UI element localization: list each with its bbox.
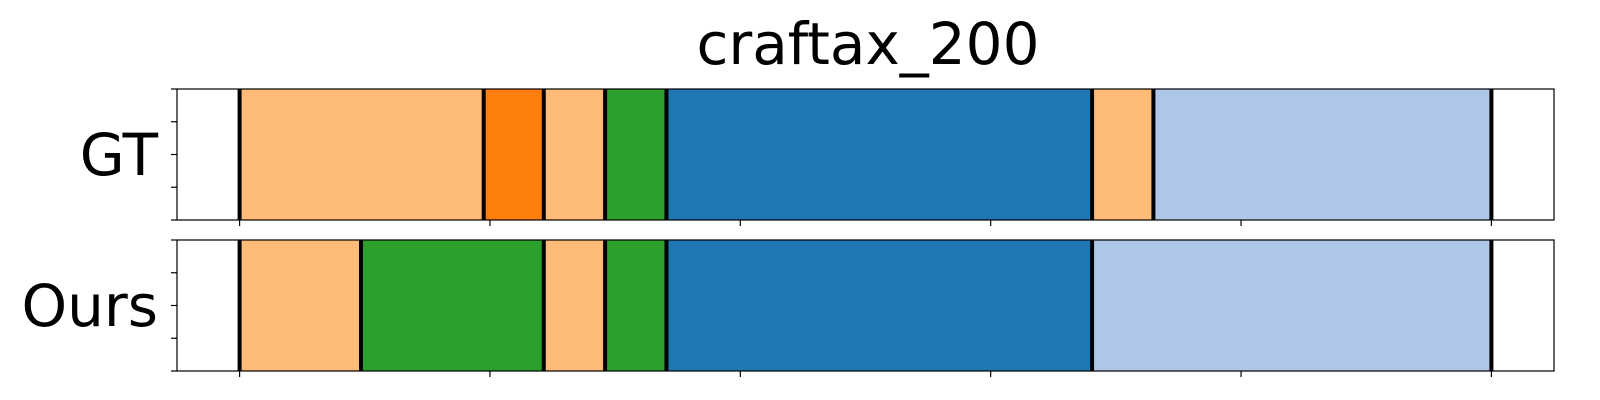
ours-segment-4 xyxy=(666,240,1093,371)
chart-title: craftax_200 xyxy=(697,10,1040,78)
ours-segment-2 xyxy=(543,240,606,371)
ours-segment-0 xyxy=(239,240,362,371)
gt-segment-2 xyxy=(543,89,606,220)
ours-segment-1 xyxy=(361,240,544,371)
gt-segment-4 xyxy=(666,89,1093,220)
gt-panel: GT xyxy=(80,88,1555,226)
gt-segment-6 xyxy=(1153,89,1492,220)
ours-panel: Ours xyxy=(22,239,1555,377)
row-label-ours: Ours xyxy=(22,272,158,340)
gt-segment-1 xyxy=(483,89,544,220)
ours-segment-5 xyxy=(1092,240,1492,371)
gt-segment-3 xyxy=(605,89,667,220)
gt-segment-5 xyxy=(1092,89,1154,220)
row-label-gt: GT xyxy=(80,121,159,189)
ours-segment-3 xyxy=(605,240,667,371)
gt-segment-0 xyxy=(239,89,484,220)
